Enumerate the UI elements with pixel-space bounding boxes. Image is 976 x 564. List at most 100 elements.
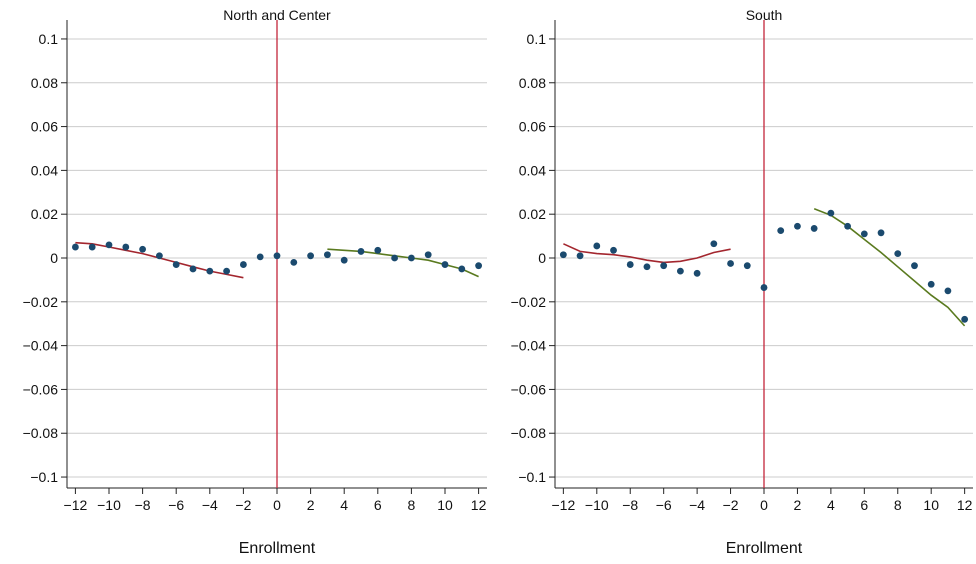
- x-tick-label: −12: [551, 497, 575, 513]
- x-tick-label: 12: [471, 497, 487, 513]
- data-point: [206, 267, 214, 275]
- x-tick-label: −2: [723, 497, 739, 513]
- y-tick-label: −0.04: [23, 338, 59, 354]
- fit-line-right: [327, 248, 479, 278]
- data-point: [660, 262, 668, 270]
- data-point: [810, 225, 818, 232]
- data-point: [240, 261, 247, 268]
- y-tick-label: 0.06: [31, 119, 58, 135]
- data-point: [743, 262, 751, 270]
- panel-south: −0.1 −0.08 −0.06 −0.04 −0.02 0 0.02 0.04 0.06 0.0…: [511, 7, 973, 557]
- x-tick-label: 8: [894, 497, 902, 513]
- data-point: [223, 267, 231, 275]
- data-point: [559, 251, 567, 259]
- panel-title: North and Center: [223, 7, 331, 23]
- x-tick-label: 6: [860, 497, 868, 513]
- y-tick-label: 0.02: [519, 206, 546, 222]
- y-tick-label: 0.04: [31, 162, 58, 178]
- x-tick-label: −6: [656, 497, 672, 513]
- y-tick-label: 0.04: [519, 162, 546, 178]
- data-point: [626, 261, 634, 268]
- x-tick-label: 2: [307, 497, 315, 513]
- x-axis-label: Enrollment: [239, 540, 316, 557]
- x-tick-label: 0: [273, 497, 281, 513]
- x-tick-label: −8: [622, 497, 638, 513]
- x-tick-label: −8: [135, 497, 151, 513]
- x-tick-label: 8: [408, 497, 416, 513]
- x-tick-label: −12: [64, 497, 88, 513]
- fit-line-left: [75, 241, 244, 279]
- x-tick-label: 10: [437, 497, 453, 513]
- data-point: [911, 262, 918, 270]
- x-tick-label: −10: [585, 497, 609, 513]
- x-axis-label: Enrollment: [726, 540, 803, 557]
- y-tick-label: 0.1: [39, 31, 59, 47]
- data-point: [710, 240, 718, 248]
- data-point: [944, 287, 952, 295]
- data-point: [894, 250, 902, 258]
- data-point: [72, 243, 79, 251]
- data-point: [643, 263, 651, 271]
- data-point: [424, 251, 432, 259]
- y-tick-label: −0.06: [511, 381, 547, 397]
- data-point: [458, 265, 466, 273]
- y-tick-label: −0.06: [23, 381, 59, 397]
- y-tick-label: 0.08: [31, 75, 58, 91]
- data-point: [307, 252, 314, 260]
- data-point: [844, 222, 851, 230]
- x-tick-label: 6: [374, 497, 382, 513]
- y-tick-label: 0.08: [519, 75, 546, 91]
- x-tick-label: 4: [340, 497, 348, 513]
- x-tick-label: 12: [957, 497, 973, 513]
- y-tick-label: 0.02: [31, 206, 58, 222]
- data-point: [189, 265, 197, 273]
- x-tick-label: 0: [760, 497, 768, 513]
- y-tick-label: 0.1: [527, 31, 547, 47]
- fit-line-left: [563, 243, 731, 264]
- fit-line-right: [813, 207, 966, 327]
- data-point: [290, 258, 298, 266]
- data-point: [122, 243, 130, 251]
- data-point: [610, 246, 617, 254]
- y-tick-label: −0.1: [30, 469, 58, 485]
- y-tick-label: −0.08: [511, 425, 547, 441]
- data-point: [961, 315, 969, 323]
- data-point: [391, 254, 398, 262]
- y-tick-label: 0.06: [519, 119, 546, 135]
- data-point: [374, 246, 382, 254]
- data-point: [357, 248, 365, 255]
- y-tick-label: 0: [50, 250, 58, 266]
- x-tick-label: −6: [168, 497, 184, 513]
- y-tick-label: −0.1: [518, 469, 546, 485]
- y-tick-label: −0.02: [23, 294, 59, 310]
- y-tick-label: −0.08: [23, 425, 59, 441]
- data-point: [139, 245, 147, 253]
- data-point: [760, 284, 768, 291]
- x-tick-label: 10: [923, 497, 939, 513]
- data-point: [408, 254, 415, 262]
- x-tick-label: −4: [689, 497, 705, 513]
- x-tick-label: −10: [97, 497, 121, 513]
- x-tick-label: −4: [202, 497, 218, 513]
- data-point: [860, 230, 868, 238]
- data-point: [593, 242, 601, 250]
- data-point: [324, 251, 331, 259]
- data-point: [827, 209, 835, 217]
- data-point: [576, 252, 584, 260]
- data-point: [88, 243, 96, 251]
- data-point: [693, 269, 701, 277]
- data-point: [777, 227, 785, 235]
- x-tick-label: 4: [827, 497, 835, 513]
- x-tick-label: −2: [235, 497, 251, 513]
- data-point: [273, 252, 281, 260]
- data-point: [677, 267, 684, 275]
- data-point: [340, 256, 348, 264]
- data-point: [727, 260, 734, 267]
- y-tick-label: −0.02: [511, 294, 547, 310]
- data-point: [794, 222, 801, 230]
- panel-title: South: [746, 7, 783, 23]
- x-tick-label: 2: [794, 497, 802, 513]
- data-point: [256, 253, 264, 261]
